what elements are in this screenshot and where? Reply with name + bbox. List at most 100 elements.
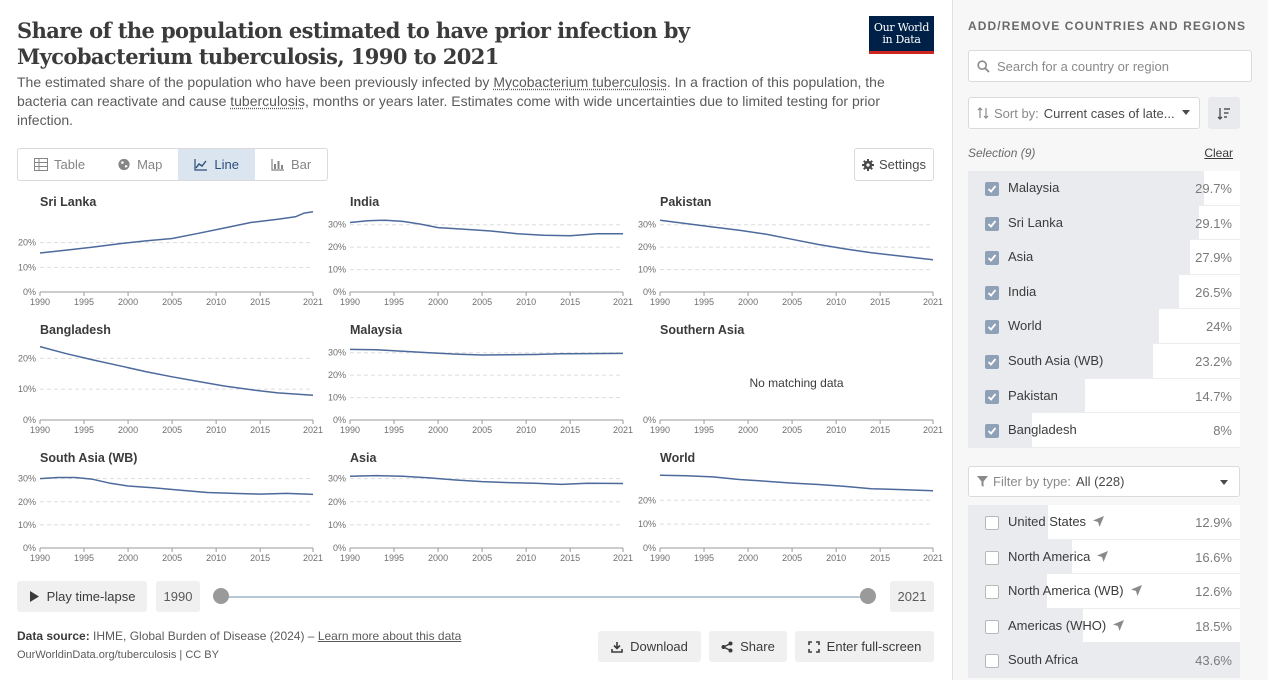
checkbox[interactable] bbox=[985, 619, 999, 634]
tab-map-label: Map bbox=[137, 157, 163, 172]
chart-tabs: Table Map Line Bar bbox=[17, 148, 329, 181]
source-label: Data source: bbox=[17, 629, 90, 643]
value-bar bbox=[968, 205, 1200, 240]
checkbox[interactable] bbox=[985, 585, 999, 600]
entity-row[interactable]: Asia 27.9% bbox=[968, 240, 1240, 275]
location-arrow-icon bbox=[1130, 585, 1142, 597]
search-input[interactable] bbox=[995, 51, 1245, 81]
checkbox[interactable] bbox=[985, 251, 999, 266]
available-entities-list: United States 12.9% North America 16.6% Nort… bbox=[968, 505, 1240, 678]
entity-row[interactable]: Pakistan 14.7% bbox=[968, 378, 1240, 414]
timeline-start-handle[interactable] bbox=[213, 588, 229, 604]
timeline-end-year[interactable]: 2021 bbox=[890, 581, 934, 612]
entity-value: 23.2% bbox=[1195, 353, 1232, 369]
search-icon bbox=[977, 60, 990, 73]
x-tick-label: 1990 bbox=[340, 553, 360, 563]
timeline: Play time-lapse 1990 2021 bbox=[17, 581, 934, 612]
x-tick-label: 2010 bbox=[206, 553, 226, 563]
download-button[interactable]: Download bbox=[598, 631, 701, 662]
sidebar-heading: ADD/REMOVE COUNTRIES AND REGIONS bbox=[968, 19, 1247, 33]
series-line bbox=[659, 474, 934, 492]
x-tick-label: 2005 bbox=[782, 425, 802, 435]
checkbox[interactable] bbox=[985, 182, 999, 196]
checkmark-icon bbox=[987, 323, 997, 332]
entity-row[interactable]: Americas (WHO) 18.5% bbox=[968, 608, 1240, 644]
tab-bar[interactable]: Bar bbox=[255, 149, 327, 180]
entity-value: 18.5% bbox=[1195, 618, 1232, 634]
sort-order-button[interactable] bbox=[1208, 97, 1240, 129]
share-icon bbox=[721, 641, 733, 652]
y-tick-label: 10% bbox=[18, 520, 36, 530]
checkmark-icon bbox=[987, 220, 997, 228]
panel-malaysia: Malaysia 0% 10% 20% 30% 1990 1995 2000 2005 2010 2… bbox=[328, 323, 633, 435]
timeline-start-year[interactable]: 1990 bbox=[156, 581, 200, 612]
entity-row[interactable]: India 26.5% bbox=[968, 274, 1240, 310]
x-tick-label: 2015 bbox=[870, 297, 890, 307]
settings-button[interactable]: Settings bbox=[854, 148, 934, 181]
x-tick-label: 2005 bbox=[472, 297, 492, 307]
value-bar bbox=[968, 171, 1205, 205]
entity-name: Bangladesh bbox=[1008, 422, 1077, 437]
play-timelapse-button[interactable]: Play time-lapse bbox=[17, 581, 147, 612]
y-tick-label: 0% bbox=[333, 543, 346, 553]
entity-row[interactable]: Bangladesh 8% bbox=[968, 413, 1240, 448]
entity-row[interactable]: South Asia (WB) 23.2% bbox=[968, 343, 1240, 379]
sort-dropdown[interactable]: Sort by: Current cases of late... bbox=[968, 97, 1200, 129]
download-label: Download bbox=[630, 639, 688, 654]
learn-more-link[interactable]: Learn more about this data bbox=[317, 629, 462, 643]
entity-row[interactable]: Sri Lanka 29.1% bbox=[968, 205, 1240, 241]
checkbox[interactable] bbox=[985, 285, 999, 300]
x-tick-label: 2015 bbox=[560, 425, 580, 435]
checkbox[interactable] bbox=[985, 354, 999, 369]
entity-label: North America bbox=[1008, 548, 1091, 564]
clear-selection-button[interactable]: Clear bbox=[1204, 146, 1233, 160]
x-tick-label: 2000 bbox=[738, 297, 758, 307]
entity-value: 12.6% bbox=[1195, 584, 1232, 600]
fullscreen-button[interactable]: Enter full-screen bbox=[795, 631, 934, 662]
value-bar bbox=[968, 240, 1190, 274]
entity-row[interactable]: United States 12.9% bbox=[968, 505, 1240, 540]
tab-map[interactable]: Map bbox=[101, 149, 178, 180]
entity-name: North America (WB) bbox=[1008, 583, 1142, 598]
y-tick-label: 0% bbox=[23, 543, 36, 553]
x-tick-label: 2010 bbox=[206, 425, 226, 435]
checkbox[interactable] bbox=[985, 516, 999, 530]
value-bar bbox=[968, 309, 1159, 343]
entity-row[interactable]: Malaysia 29.7% bbox=[968, 171, 1240, 206]
filter-icon bbox=[977, 476, 988, 487]
y-tick-label: 0% bbox=[643, 543, 656, 553]
y-tick-label: 10% bbox=[328, 393, 346, 403]
x-tick-label: 2021 bbox=[923, 553, 943, 563]
series-line bbox=[659, 219, 934, 261]
y-tick-label: 30% bbox=[18, 474, 36, 484]
x-tick-label: 2010 bbox=[516, 553, 536, 563]
tab-line[interactable]: Line bbox=[178, 149, 255, 180]
y-tick-label: 20% bbox=[18, 497, 36, 507]
timeline-end-handle[interactable] bbox=[860, 588, 876, 604]
checkbox[interactable] bbox=[985, 424, 999, 439]
x-tick-label: 2005 bbox=[162, 425, 182, 435]
checkbox[interactable] bbox=[985, 654, 999, 669]
share-button[interactable]: Share bbox=[709, 631, 787, 662]
checkmark-icon bbox=[987, 427, 997, 435]
y-tick-label: 20% bbox=[18, 353, 36, 363]
filter-type-dropdown[interactable]: Filter by type: All (228) bbox=[968, 466, 1240, 497]
panel-sri-lanka: Sri Lanka 0% 10% 20% 1990 1995 2000 2005 2010 201… bbox=[18, 195, 323, 307]
checkbox[interactable] bbox=[985, 389, 999, 404]
source-url: OurWorldinData.org/tuberculosis | CC BY bbox=[17, 649, 219, 661]
entity-row[interactable]: North America 16.6% bbox=[968, 539, 1240, 575]
source-text: IHME, Global Burden of Disease (2024) – bbox=[89, 629, 318, 643]
tab-table[interactable]: Table bbox=[18, 149, 101, 180]
owid-logo[interactable]: Our World in Data bbox=[869, 16, 934, 54]
checkbox[interactable] bbox=[985, 320, 999, 335]
entity-row[interactable]: South Africa 43.6% bbox=[968, 643, 1240, 678]
entity-row[interactable]: World 24% bbox=[968, 309, 1240, 344]
tuberculosis-link[interactable]: tuberculosis bbox=[230, 93, 305, 109]
checkbox[interactable] bbox=[985, 216, 999, 231]
entity-row[interactable]: North America (WB) 12.6% bbox=[968, 574, 1240, 609]
gear-icon bbox=[862, 158, 874, 171]
checkbox[interactable] bbox=[985, 550, 999, 565]
search-box bbox=[968, 50, 1252, 82]
mycobacterium-link[interactable]: Mycobacterium tuberculosis bbox=[493, 74, 667, 90]
timeline-track[interactable] bbox=[221, 596, 868, 598]
